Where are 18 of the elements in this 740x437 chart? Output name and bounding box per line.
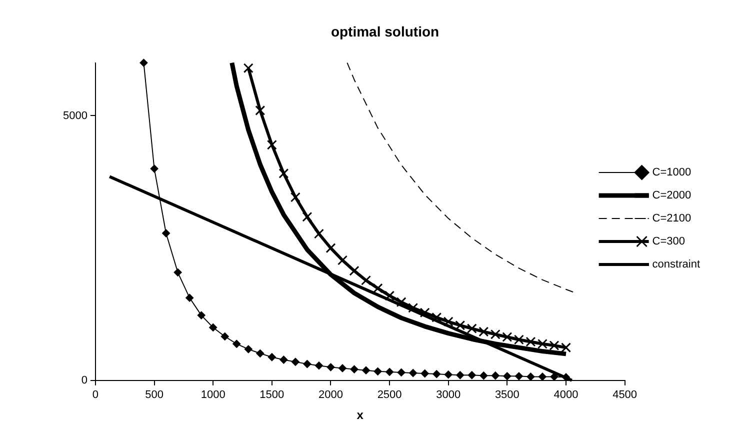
x-tick-label: 1000 xyxy=(200,389,226,402)
x-axis-title: x xyxy=(356,408,364,422)
y-tick-label: 5000 xyxy=(62,110,88,122)
x-tick-label: 4000 xyxy=(554,389,578,402)
legend-label: constraint xyxy=(652,258,700,271)
x-tick-label: 1500 xyxy=(260,389,284,402)
legend-label: C=300 xyxy=(652,236,686,248)
x-tick-label: 4500 xyxy=(612,389,638,402)
chart-title: optimal solution xyxy=(330,23,440,40)
x-tick-label: 2000 xyxy=(318,389,343,402)
x-tick-label: 2500 xyxy=(377,389,402,402)
x-tick-label: 3500 xyxy=(494,389,520,402)
legend-label: C=1000 xyxy=(652,166,692,179)
x-tick-label: 0 xyxy=(92,389,99,402)
legend-label: C=2100 xyxy=(652,212,692,225)
legend-label: C=2000 xyxy=(652,190,692,202)
x-tick-label: 500 xyxy=(145,389,164,402)
x-tick-label: 3000 xyxy=(436,389,461,402)
